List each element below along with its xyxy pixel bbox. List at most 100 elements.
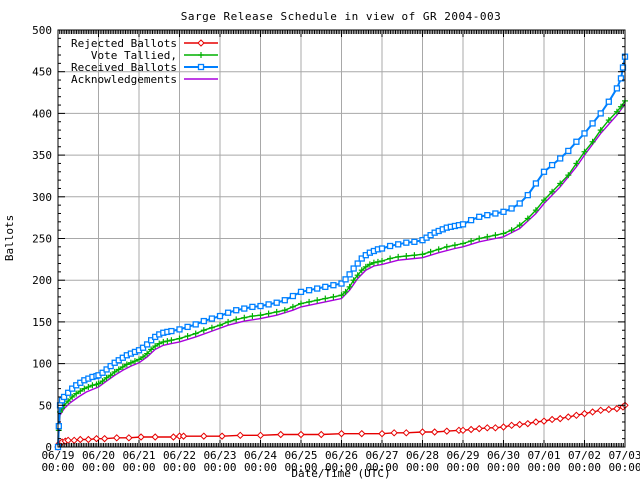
y-tick-label: 500 [32,24,52,37]
diamond-marker [70,436,78,445]
diamond-marker [402,429,411,437]
diamond-marker [483,424,492,432]
square-marker [411,238,418,245]
square-marker [322,283,329,291]
diamond-marker [297,430,305,439]
square-marker [99,369,106,376]
square-marker [216,312,224,320]
x-tick-sublabel: 00:00 [487,461,520,474]
square-marker [467,217,475,224]
x-tick-sublabel: 00:00 [41,461,74,474]
square-marker [605,98,612,105]
x-tick-sublabel: 00:00 [163,461,196,474]
x-tick-label: 06/20 [82,449,115,462]
diamond-marker [337,429,346,438]
square-marker [200,317,207,325]
square-marker [249,303,256,311]
series-line-vote-tallied [57,100,626,448]
square-marker [476,213,483,220]
square-marker [184,323,191,331]
x-tick-label: 06/22 [163,449,196,462]
square-marker [459,221,467,228]
y-tick-label: 100 [32,358,52,371]
diamond-marker [137,433,145,441]
square-marker [289,292,297,300]
square-marker [55,422,62,430]
x-tick-label: 06/19 [41,449,74,462]
diamond-marker [443,427,451,435]
x-tick-sublabel: 00:00 [406,461,439,474]
x-tick-sublabel: 00:00 [284,461,317,474]
square-marker [338,280,345,287]
axes-and-ticks: 06/1900:0006/2000:0006/2100:0006/2200:00… [32,24,640,474]
legend-entry: Rejected Ballots [71,37,218,50]
square-marker [168,327,175,335]
x-tick-label: 06/26 [325,449,358,462]
diamond-marker [459,426,467,435]
diamond-marker [236,431,244,440]
diamond-marker [430,428,439,436]
legend-entry: Received Ballots [71,61,218,74]
x-tick-sublabel: 00:00 [203,461,236,474]
diamond-marker [277,430,285,439]
diamond-marker [507,421,516,430]
x-tick-label: 06/28 [406,449,439,462]
square-marker [516,200,523,207]
y-tick-label: 200 [32,274,52,287]
x-tick-label: 06/24 [244,449,277,462]
square-marker [192,321,199,328]
diamond-marker [588,408,597,416]
diamond-marker [169,433,178,441]
diamond-marker [548,415,556,424]
x-axis-label: Date/Time (UTC) [291,467,390,480]
diamond-marker [467,425,475,434]
square-marker [540,168,548,175]
x-tick-sublabel: 00:00 [325,461,358,474]
diamond-marker [613,404,621,413]
y-tick-label: 150 [32,316,52,329]
legend-label: Rejected Ballots [71,37,177,50]
diamond-marker [358,429,366,438]
square-marker [208,315,216,322]
chart-title: Sarge Release Schedule in view of GR 200… [181,10,502,23]
legend-label: Acknowledgements [71,73,177,86]
square-marker [346,271,353,278]
y-tick-label: 450 [32,66,52,79]
square-marker [64,389,72,396]
diamond-marker [390,429,398,437]
square-marker [147,337,155,344]
diamond-marker [556,414,564,423]
square-marker [103,366,110,373]
square-marker [395,241,402,248]
square-marker [548,161,556,169]
diamond-marker [491,424,500,432]
x-tick-sublabel: 00:00 [82,461,115,474]
x-tick-sublabel: 00:00 [608,461,640,474]
square-marker [305,287,313,294]
square-marker [597,110,604,117]
diamond-marker [256,431,265,440]
diamond-marker [113,434,121,442]
diamond-marker [76,435,84,444]
square-marker [565,147,572,155]
square-marker [107,362,114,370]
x-tick-label: 07/02 [568,449,601,462]
legend-label: Vote Tallied, [91,49,177,62]
diamond-marker [532,418,540,426]
y-tick-label: 350 [32,149,52,162]
x-tick-label: 06/30 [487,449,520,462]
square-marker [557,155,564,162]
square-marker [573,138,580,145]
diamond-marker [499,423,508,431]
square-marker [484,211,491,219]
x-tick-label: 06/23 [203,449,236,462]
square-marker [358,255,365,262]
diamond-marker [92,434,101,443]
square-marker [233,307,240,314]
square-marker [297,288,305,296]
square-marker [139,344,147,351]
x-tick-sublabel: 00:00 [365,461,398,474]
